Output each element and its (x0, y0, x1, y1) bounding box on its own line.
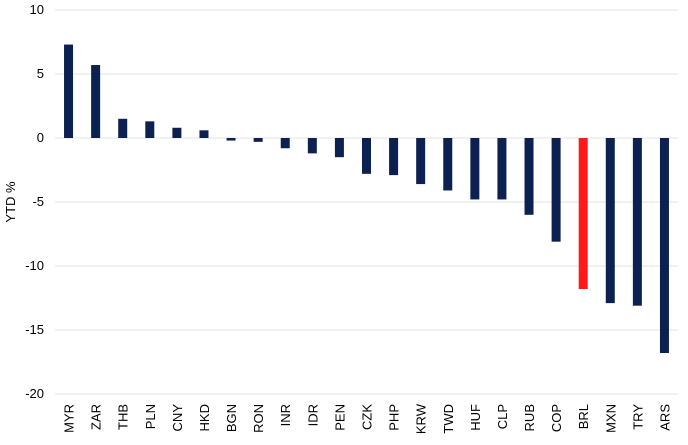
bar-twd (443, 138, 453, 191)
x-tick-label: MYR (62, 404, 77, 433)
x-tick-label: MXN (603, 404, 618, 433)
bar-try (632, 138, 642, 306)
bar-cop (551, 138, 561, 242)
x-tick-label: BRL (576, 404, 591, 429)
bar-ron (253, 138, 263, 142)
x-tick-label: HUF (468, 404, 483, 431)
x-tick-label: ARS (657, 404, 672, 431)
x-tick-label: HKD (197, 404, 212, 431)
x-tick-label: PLN (143, 404, 158, 429)
y-tick-label: 5 (37, 66, 44, 81)
x-tick-label: RON (251, 404, 266, 433)
bar-huf (470, 138, 480, 200)
bar-bgn (226, 138, 236, 141)
bar-mxn (605, 138, 615, 304)
x-tick-label: ZAR (89, 404, 104, 430)
bar-idr (307, 138, 317, 154)
x-tick-label: IDR (305, 404, 320, 426)
bar-php (389, 138, 399, 176)
bars (64, 44, 669, 354)
y-tick-label: 0 (37, 130, 44, 145)
bar-ars (659, 138, 669, 354)
y-tick-label: -15 (25, 322, 44, 337)
x-tick-label: CLP (495, 404, 510, 429)
y-tick-label: -10 (25, 258, 44, 273)
x-tick-label: BGN (224, 404, 239, 432)
bar-rub (524, 138, 534, 215)
x-tick-label: KRW (414, 403, 429, 434)
bar-zar (91, 65, 101, 138)
y-tick-label: -20 (25, 386, 44, 401)
x-tick-label: CNY (170, 404, 185, 432)
bar-cny (172, 127, 182, 138)
bar-pln (145, 121, 155, 138)
bar-clp (497, 138, 507, 200)
x-tick-label: COP (549, 404, 564, 432)
bar-pen (334, 138, 344, 158)
x-tick-label: INR (278, 404, 293, 426)
bar-brl (578, 138, 588, 290)
x-tick-label: CZK (360, 404, 375, 430)
y-axis-label: YTD % (3, 181, 18, 223)
x-tick-label: PHP (387, 404, 402, 431)
bar-thb (118, 118, 128, 138)
x-tick-label: RUB (522, 404, 537, 431)
bar-inr (280, 138, 290, 149)
x-tick-label: TWD (441, 404, 456, 434)
y-tick-labels: 10 5 0 -5 -10 -15 -20 (25, 2, 44, 401)
bar-hkd (199, 130, 209, 138)
y-tick-label: 10 (30, 2, 44, 17)
bar-krw (416, 138, 426, 185)
x-tick-label: PEN (332, 404, 347, 431)
bar-myr (64, 44, 74, 139)
y-tick-label: -5 (32, 194, 44, 209)
x-tick-label: THB (116, 404, 131, 430)
x-tick-label: TRY (630, 404, 645, 430)
bar-czk (362, 138, 371, 174)
x-tick-labels: MYR ZAR THB PLN CNY HKD BGN RON INR IDR PEN CZK PHP K… (62, 403, 673, 434)
